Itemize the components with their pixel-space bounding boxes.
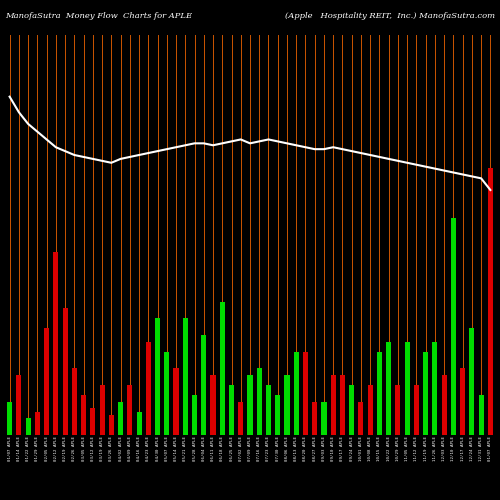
Bar bbox=[303, 352, 308, 435]
Bar bbox=[442, 375, 446, 435]
Text: ManofaSutra  Money Flow  Charts for APLE: ManofaSutra Money Flow Charts for APLE bbox=[5, 12, 192, 20]
Bar bbox=[174, 368, 178, 435]
Bar bbox=[146, 342, 151, 435]
Bar bbox=[368, 385, 372, 435]
Bar bbox=[460, 368, 465, 435]
Bar bbox=[478, 395, 484, 435]
Bar bbox=[72, 368, 77, 435]
Bar bbox=[248, 375, 252, 435]
Bar bbox=[358, 402, 364, 435]
Bar bbox=[396, 385, 400, 435]
Bar bbox=[164, 352, 170, 435]
Bar bbox=[488, 168, 493, 435]
Bar bbox=[81, 395, 86, 435]
Bar bbox=[7, 402, 12, 435]
Bar bbox=[432, 342, 438, 435]
Bar bbox=[238, 402, 244, 435]
Bar bbox=[322, 402, 326, 435]
Bar bbox=[451, 218, 456, 435]
Bar bbox=[136, 412, 141, 435]
Bar bbox=[220, 302, 225, 435]
Bar bbox=[44, 328, 49, 435]
Bar bbox=[62, 308, 68, 435]
Bar bbox=[16, 375, 21, 435]
Bar bbox=[330, 375, 336, 435]
Bar bbox=[54, 252, 59, 435]
Bar bbox=[340, 375, 345, 435]
Bar bbox=[100, 385, 104, 435]
Bar bbox=[414, 385, 419, 435]
Bar bbox=[182, 318, 188, 435]
Bar bbox=[35, 412, 40, 435]
Bar bbox=[118, 402, 123, 435]
Bar bbox=[201, 335, 206, 435]
Text: (Apple   Hospitality REIT,  Inc.) ManofaSutra.com: (Apple Hospitality REIT, Inc.) ManofaSut… bbox=[285, 12, 495, 20]
Bar bbox=[210, 375, 216, 435]
Bar bbox=[266, 385, 271, 435]
Bar bbox=[349, 385, 354, 435]
Bar bbox=[26, 418, 30, 435]
Bar bbox=[109, 415, 114, 435]
Bar bbox=[90, 408, 96, 435]
Bar bbox=[128, 385, 132, 435]
Bar bbox=[155, 318, 160, 435]
Bar bbox=[404, 342, 409, 435]
Bar bbox=[229, 385, 234, 435]
Bar bbox=[312, 402, 318, 435]
Bar bbox=[377, 352, 382, 435]
Bar bbox=[423, 352, 428, 435]
Bar bbox=[470, 328, 474, 435]
Bar bbox=[192, 395, 197, 435]
Bar bbox=[386, 342, 391, 435]
Bar bbox=[256, 368, 262, 435]
Bar bbox=[275, 395, 280, 435]
Bar bbox=[294, 352, 299, 435]
Bar bbox=[284, 375, 290, 435]
